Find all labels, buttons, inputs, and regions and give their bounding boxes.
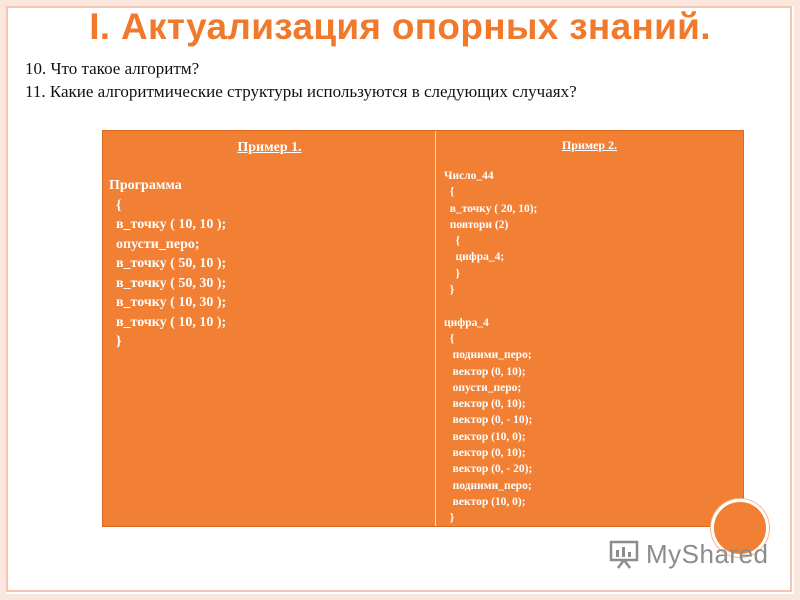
examples-table: Пример 1. Программа { в_точку ( 10, 10 )… bbox=[102, 130, 744, 527]
code-line: } bbox=[444, 512, 455, 525]
slide-title: I. Актуализация опорных знаний. bbox=[89, 6, 711, 47]
code-line: в_точку ( 50, 10 ); bbox=[109, 256, 227, 271]
watermark-text: MyShared bbox=[646, 538, 769, 569]
code-line: { bbox=[444, 235, 461, 248]
code-line: } bbox=[444, 267, 461, 280]
example-1-heading: Пример 1. bbox=[237, 140, 302, 155]
example-2-cell: Пример 2. Число_44 { в_точку ( 20, 10); … bbox=[436, 131, 743, 526]
code-line: вектор (0, 10); bbox=[444, 365, 526, 378]
code-line: опусти_перо; bbox=[109, 236, 200, 252]
code-line: вектор (10, 0); bbox=[444, 495, 526, 508]
code-line: повтори (2) bbox=[444, 218, 509, 231]
code-line: вектор (0, 10); bbox=[444, 447, 526, 460]
presentation-icon bbox=[609, 540, 639, 569]
question-10: 10. Что такое алгоритм? bbox=[25, 59, 200, 78]
code-line: опусти_перо; bbox=[444, 381, 522, 394]
code-line: } bbox=[109, 334, 122, 349]
code-line: { bbox=[444, 186, 455, 199]
code-line: { bbox=[444, 332, 455, 345]
example-1-cell: Пример 1. Программа { в_точку ( 10, 10 )… bbox=[103, 131, 436, 526]
example-2-heading: Пример 2. bbox=[561, 138, 618, 152]
code-line: вектор (0, - 10); bbox=[444, 414, 533, 427]
example-1-code: Программа { в_точку ( 10, 10 ); опусти_п… bbox=[109, 176, 226, 352]
code-line: Программа bbox=[109, 178, 182, 193]
code-line: в_точку ( 10, 10 ); bbox=[109, 217, 227, 232]
code-line: подними_перо; bbox=[444, 349, 532, 362]
slide-inner-border bbox=[6, 6, 792, 592]
watermark-logo: MyShared bbox=[608, 537, 769, 571]
code-line: } bbox=[444, 284, 455, 297]
code-line: в_точку ( 10, 10 ); bbox=[109, 314, 227, 330]
example-2-code: Число_44 { в_точку ( 20, 10); повтори (2… bbox=[444, 168, 537, 527]
question-11: 11. Какие алгоритмические структуры испо… bbox=[25, 82, 577, 101]
code-line: в_точку ( 50, 30 ); bbox=[109, 275, 227, 291]
code-line: подними_перо; bbox=[444, 479, 532, 492]
code-line: { bbox=[109, 197, 122, 213]
code-line: цифра_4; bbox=[444, 251, 505, 264]
decorative-circle bbox=[711, 499, 769, 557]
code-line: в_точку ( 10, 30 ); bbox=[109, 295, 227, 310]
code-line: вектор (10, 0); bbox=[444, 430, 526, 443]
code-line: вектор (0, - 20); bbox=[444, 463, 533, 476]
code-line: Число_44 bbox=[444, 170, 494, 182]
code-line: цифра_4 bbox=[444, 316, 489, 329]
code-line: в_точку ( 20, 10); bbox=[444, 202, 538, 215]
code-line: вектор (0, 10); bbox=[444, 398, 526, 411]
code-line bbox=[444, 298, 537, 314]
